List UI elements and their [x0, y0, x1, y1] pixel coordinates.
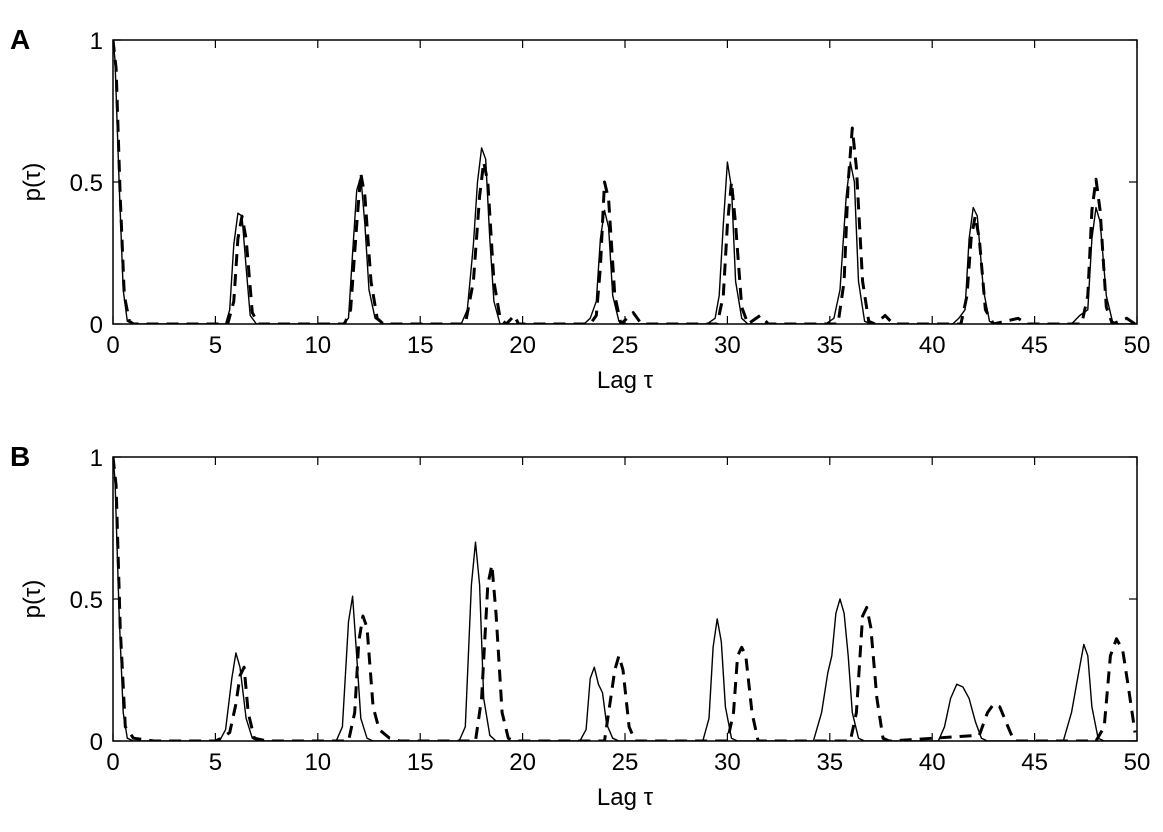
y-tick-label: 1 [90, 28, 103, 55]
x-tick-label: 30 [714, 332, 741, 359]
x-tick-label: 10 [304, 332, 331, 359]
x-tick-label: 0 [106, 749, 119, 776]
plot-frame [112, 39, 1138, 325]
series-line-solid [113, 39, 1137, 324]
series-line-solid [113, 456, 1137, 741]
x-tick-label: 30 [714, 749, 741, 776]
plot-frame [112, 456, 1138, 742]
x-tick-label: 0 [106, 332, 119, 359]
x-tick-label: 5 [209, 332, 222, 359]
x-tick-label: 15 [407, 749, 434, 776]
chart-panel-B: B 0 5 10 15 20 25 30 35 40 45 50 0 0.5 1 Lag τ p(τ) [10, 441, 1150, 811]
x-tick-label: 50 [1124, 749, 1151, 776]
y-tick-label: 0 [90, 312, 103, 339]
x-tick-label: 20 [509, 332, 536, 359]
y-axis-label: p(τ) [19, 580, 46, 619]
y-axis-label: p(τ) [19, 163, 46, 202]
x-tick-label: 5 [209, 749, 222, 776]
x-tick-label: 20 [509, 749, 536, 776]
x-tick-label: 50 [1124, 332, 1151, 359]
x-tick-label: 45 [1021, 749, 1048, 776]
x-tick-label: 45 [1021, 332, 1048, 359]
series-line-dashed [113, 456, 1137, 741]
x-tick-label: 40 [919, 332, 946, 359]
y-tick-label: 0 [90, 729, 103, 756]
y-tick-label: 1 [90, 445, 103, 472]
x-tick-label: 35 [816, 332, 843, 359]
y-tick-label: 0.5 [70, 170, 103, 197]
x-tick-label: 15 [407, 332, 434, 359]
y-tick-label: 0.5 [70, 587, 103, 614]
panel-letter-A: A [10, 24, 30, 55]
x-axis-label: Lag τ [597, 784, 654, 811]
x-tick-label: 40 [919, 749, 946, 776]
x-tick-label: 35 [816, 749, 843, 776]
series-line-dashed [113, 39, 1136, 324]
x-tick-label: 25 [612, 332, 639, 359]
x-axis-label: Lag τ [597, 367, 654, 394]
chart-panel-A: A 0 5 10 15 20 25 30 35 40 45 50 0 0.5 1 Lag τ p(τ) [10, 24, 1150, 394]
panel-letter-B: B [10, 441, 30, 472]
x-tick-label: 10 [304, 749, 331, 776]
x-tick-label: 25 [612, 749, 639, 776]
